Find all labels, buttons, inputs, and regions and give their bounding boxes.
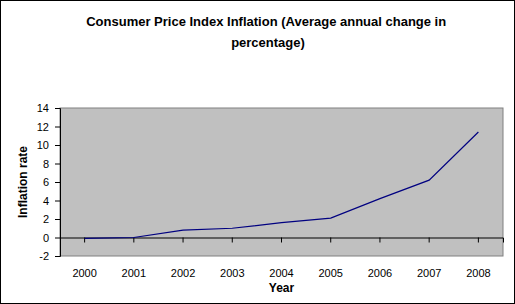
- chart-title: Consumer Price Index Inflation (Average …: [86, 14, 450, 50]
- x-tick: 2002: [171, 238, 195, 279]
- chart: -202468101214200020012002200320042005200…: [0, 0, 515, 304]
- x-tick: 2001: [122, 238, 146, 279]
- y-tick: 4: [43, 195, 60, 207]
- y-tick: 12: [37, 121, 60, 133]
- y-tick: 6: [43, 176, 60, 188]
- y-axis-title: Inflation rate: [16, 146, 30, 218]
- x-tick: 2007: [417, 238, 441, 279]
- y-tick-label: 6: [43, 176, 49, 188]
- y-axis-line: [55, 109, 61, 257]
- y-tick-label: -2: [39, 250, 49, 262]
- y-tick: 8: [43, 158, 60, 170]
- x-tick-mark: [232, 238, 233, 243]
- y-axis: -2 0 2 4 6 8 10 12 14: [37, 102, 61, 262]
- y-tick: 10: [37, 139, 60, 151]
- x-tick-label: 2006: [368, 267, 392, 279]
- y-tick-label: 0: [43, 232, 49, 244]
- x-tick-mark: [133, 238, 134, 243]
- y-tick: 14: [37, 102, 60, 114]
- y-tick-label: 2: [43, 213, 49, 225]
- x-axis: 2000 2001 2002 2003 2004 2005 2006 2007 2008: [61, 238, 504, 279]
- x-tick-mark: [330, 238, 331, 243]
- y-tick-mark: [55, 238, 60, 239]
- y-tick-label: 12: [37, 121, 49, 133]
- x-tick: 2000: [72, 238, 96, 279]
- x-tick-mark: [281, 238, 282, 243]
- y-tick-mark: [55, 145, 60, 146]
- y-tick-mark: [55, 201, 60, 202]
- y-tick-label: 8: [43, 158, 49, 170]
- x-tick-label: 2002: [171, 267, 195, 279]
- x-tick-label: 2007: [417, 267, 441, 279]
- series: [85, 132, 479, 238]
- y-tick-mark: [55, 164, 60, 165]
- plot-area: [60, 108, 503, 256]
- x-axis-line: [61, 238, 504, 243]
- y-tick: 0: [43, 232, 60, 244]
- x-tick-label: 2005: [318, 267, 342, 279]
- y-tick-mark: [55, 219, 60, 220]
- y-tick-mark: [55, 256, 60, 257]
- y-tick: 2: [43, 213, 60, 225]
- x-tick: 2008: [466, 238, 490, 279]
- y-tick-label: 4: [43, 195, 49, 207]
- x-tick-mark: [478, 238, 479, 243]
- y-tick-label: 14: [37, 102, 49, 114]
- x-tick-label: 2000: [72, 267, 96, 279]
- y-tick: -2: [39, 250, 60, 262]
- data-line: [85, 132, 479, 238]
- x-tick-label: 2008: [466, 267, 490, 279]
- x-tick-mark: [379, 238, 380, 243]
- x-tick-mark: [183, 238, 184, 243]
- x-tick: 2005: [318, 238, 342, 279]
- x-axis-title: Year: [269, 281, 295, 295]
- x-tick-label: 2004: [269, 267, 293, 279]
- chart-border: [1, 1, 515, 304]
- x-tick-label: 2003: [220, 267, 244, 279]
- x-tick: 2003: [220, 238, 244, 279]
- x-tick: 2006: [368, 238, 392, 279]
- x-tick: 2004: [269, 238, 293, 279]
- y-tick-mark: [55, 108, 60, 109]
- x-tick-label: 2001: [122, 267, 146, 279]
- y-tick-mark: [55, 182, 60, 183]
- x-tick-mark: [429, 238, 430, 243]
- y-tick-mark: [55, 127, 60, 128]
- y-tick-label: 10: [37, 139, 49, 151]
